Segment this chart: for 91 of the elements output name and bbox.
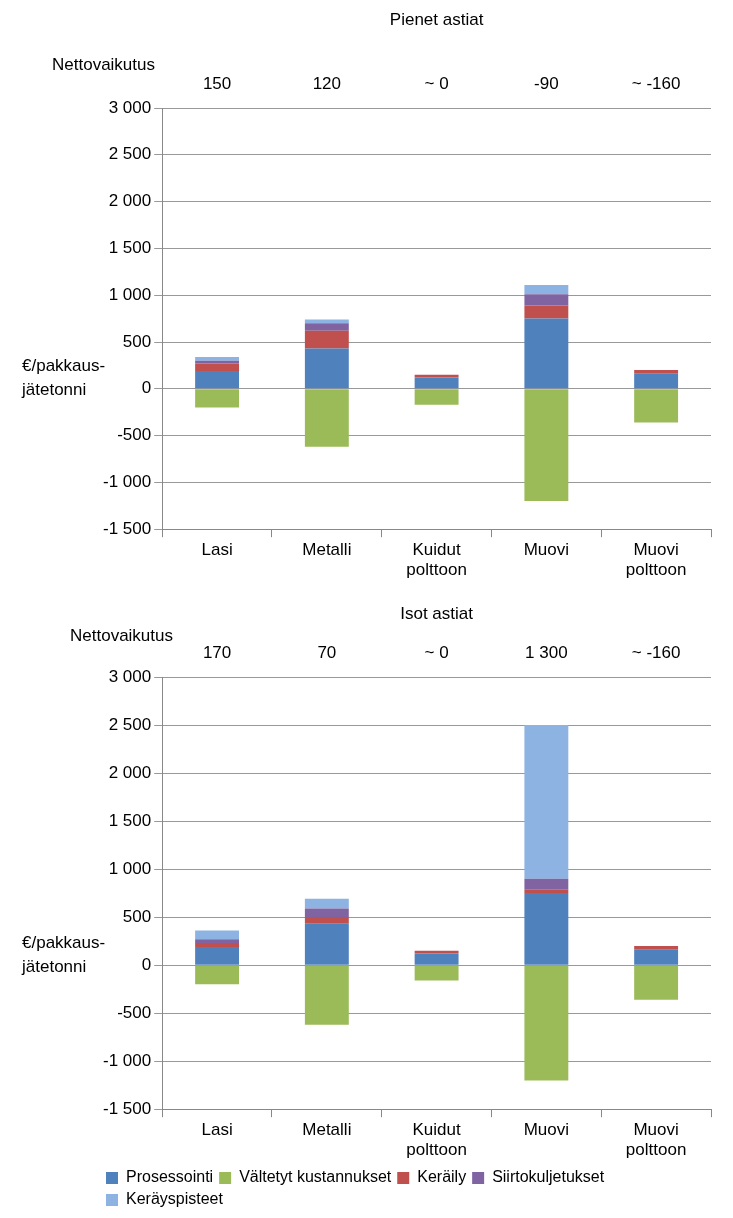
text: 1 300 (525, 642, 568, 662)
y-tick-label: 3 000 (108, 97, 152, 117)
bar (304, 389, 349, 447)
bar (195, 946, 240, 965)
x-tick-label: Kuidut polttoon (406, 540, 467, 580)
y-axis-title: €/pakkaus-jätetonni (21, 356, 106, 400)
bar (304, 923, 349, 965)
y-tick-label: 1 500 (108, 810, 152, 830)
y-tick-label: 2 000 (108, 191, 152, 211)
text: ~ 0 (424, 642, 449, 662)
bar (414, 377, 459, 389)
legend-label: Prosessointi (126, 1168, 214, 1186)
bar (195, 930, 240, 940)
y-tick-label: 2 500 (108, 714, 152, 734)
bar (195, 939, 240, 944)
y-tick-label: 1 000 (108, 284, 152, 304)
text: 120 (312, 73, 342, 93)
x-tick-label: Metalli (302, 540, 352, 560)
bar (414, 965, 459, 981)
bar (634, 373, 679, 389)
bar (524, 893, 569, 965)
x-tick-label: Metalli (302, 1120, 352, 1140)
bar (634, 389, 679, 423)
bar (634, 965, 679, 1000)
x-tick-label: Muovi (523, 540, 570, 560)
bar (524, 305, 569, 319)
x-tick-label: Muovi polttoon (625, 1120, 687, 1160)
bar (634, 945, 679, 950)
x-tick-label: Muovi polttoon (625, 540, 687, 580)
bar (304, 898, 349, 909)
text: -90 (534, 73, 559, 93)
x-tick-label: Lasi (201, 1120, 233, 1140)
y-tick-label: 500 (122, 906, 152, 926)
x-tick-label: Kuidut polttoon (406, 1120, 467, 1160)
text: ~ -160 (631, 642, 681, 662)
bar (304, 330, 349, 349)
y-tick-label: 2 000 (108, 762, 152, 782)
bar (414, 389, 459, 405)
bar (195, 965, 240, 985)
bar (195, 363, 240, 372)
y-tick-label: -1 000 (103, 1050, 152, 1070)
bar (524, 965, 569, 1081)
bar (524, 725, 569, 879)
bar (414, 953, 459, 965)
text: 170 (202, 642, 232, 662)
bar (524, 878, 569, 890)
y-tick-label: -1 500 (103, 518, 152, 538)
y-tick-label: 1 000 (108, 858, 152, 878)
bar (524, 389, 569, 502)
bar (304, 348, 349, 389)
bar (634, 949, 679, 965)
y-tick-label: -1 500 (103, 1098, 152, 1118)
bar (524, 294, 569, 306)
bar (414, 950, 459, 954)
legend-label: Vältetyt kustannukset (239, 1168, 392, 1186)
bar (195, 943, 240, 947)
y-axis-title: €/pakkaus-jätetonni (21, 932, 106, 976)
bar (195, 389, 240, 408)
text: 150 (202, 73, 232, 93)
bar (524, 889, 569, 894)
chart-title: Isot astiat (400, 603, 474, 623)
y-tick-label: 0 (141, 954, 152, 974)
bar (195, 371, 240, 389)
bar (634, 370, 679, 374)
text: 70 (317, 642, 337, 662)
text: Nettovaikutus (70, 625, 173, 645)
text: ~ -160 (631, 73, 681, 93)
bar (304, 908, 349, 918)
legend-label: Siirtokuljetukset (492, 1168, 605, 1186)
y-tick-label: 3 000 (108, 666, 152, 686)
y-tick-label: -1 000 (103, 472, 152, 492)
bar (524, 284, 569, 295)
y-tick-label: 0 (141, 378, 152, 398)
y-tick-label: -500 (117, 1002, 152, 1022)
x-tick-label: Muovi (523, 1120, 570, 1140)
bar (524, 318, 569, 389)
text: Nettovaikutus (52, 54, 155, 74)
y-tick-label: 2 500 (108, 144, 152, 164)
bar (304, 917, 349, 924)
chart-title: Pienet astiat (389, 9, 484, 29)
y-tick-label: -500 (117, 425, 152, 445)
legend-label: Keräyspisteet (126, 1190, 224, 1208)
legend-label: Keräily (417, 1168, 467, 1186)
bar (304, 965, 349, 1025)
x-tick-label: Lasi (201, 540, 233, 560)
bar (414, 374, 459, 378)
y-tick-label: 1 500 (108, 238, 152, 258)
bar (304, 323, 349, 331)
bar (195, 356, 240, 361)
text: ~ 0 (424, 73, 449, 93)
y-tick-label: 500 (122, 331, 152, 351)
